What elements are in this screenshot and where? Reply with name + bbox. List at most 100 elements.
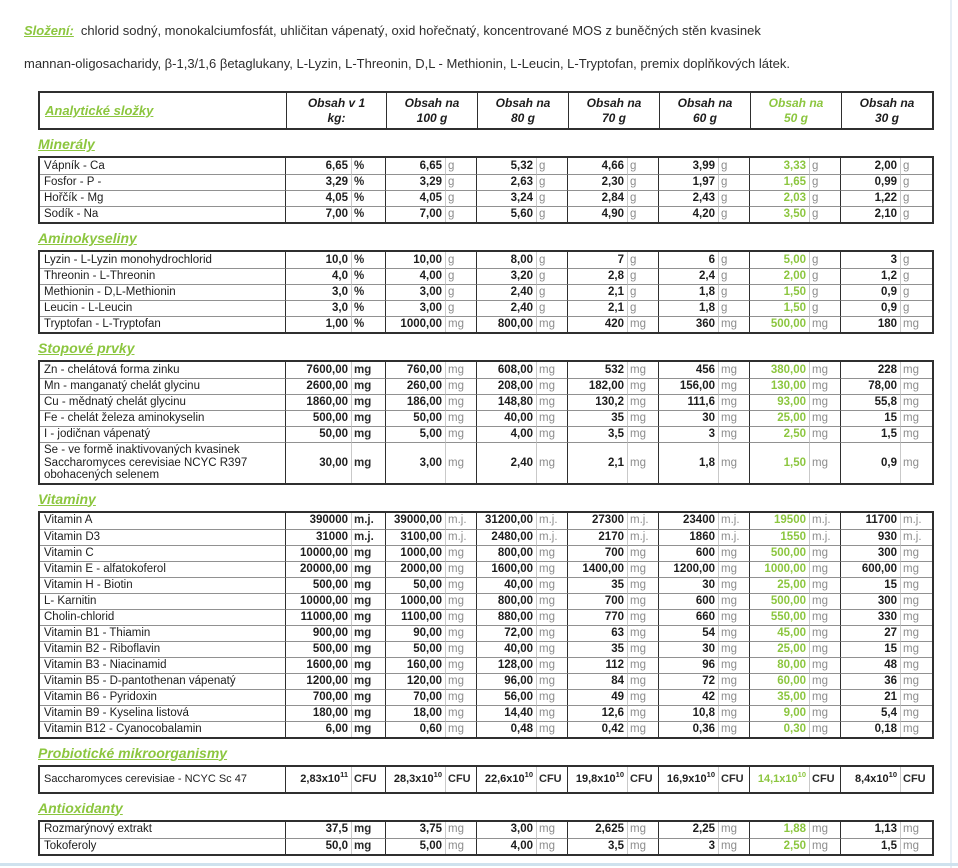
unit-cell: mg (352, 821, 386, 838)
value-cell: 6,65 (386, 158, 446, 174)
unit-cell: g (537, 206, 568, 222)
unit-cell: mg (901, 640, 932, 657)
unit-cell: mg (352, 362, 386, 378)
unit-cell: g (719, 158, 750, 174)
value-cell: 18,00 (386, 704, 446, 721)
value-cell: 1000,00 (386, 316, 446, 332)
value-cell: 50,0 (286, 837, 352, 854)
unit-cell: mg (901, 672, 932, 689)
unit-cell: g (810, 300, 841, 316)
unit-cell: mg (537, 837, 568, 854)
unit-cell: g (810, 174, 841, 190)
value-cell: 6,00 (286, 720, 352, 737)
row-label: Zn - chelátová forma zinku (40, 362, 286, 378)
unit-cell: mg (901, 656, 932, 673)
value-cell: 50,00 (386, 576, 446, 593)
unit-cell: mg (901, 720, 932, 737)
unit-cell: mg (628, 316, 659, 332)
value-cell: 4,20 (659, 206, 719, 222)
value-cell: 1000,00 (386, 544, 446, 561)
unit-cell: m.j. (628, 528, 659, 545)
unit-cell: mg (719, 821, 750, 838)
unit-cell: mg (628, 426, 659, 442)
unit-cell: CFU (719, 766, 750, 792)
section-title-probiotick-mikroorganismy: Probiotické mikroorganismy (38, 744, 228, 761)
value-cell: 700 (568, 592, 628, 609)
value-cell: 2,40 (477, 300, 537, 316)
unit-cell: mg (446, 608, 477, 625)
unit-cell: CFU (537, 766, 568, 792)
value-cell: 80,00 (750, 656, 810, 673)
value-cell: 50,00 (386, 640, 446, 657)
value-cell: 35 (568, 640, 628, 657)
unit-cell: mg (446, 837, 477, 854)
column-header-30-g: Obsah na 30 g (841, 93, 932, 128)
unit-cell: g (810, 284, 841, 300)
unit-cell: % (352, 174, 386, 190)
unit-cell: % (352, 206, 386, 222)
unit-cell: mg (901, 410, 932, 426)
row-label: Saccharomyces cerevisiae - NCYC Sc 47 (40, 766, 286, 792)
row-label: Cholin-chlorid (40, 608, 286, 625)
unit-cell: mg (901, 837, 932, 854)
unit-cell: mg (810, 442, 841, 483)
value-cell: 14,1x10 10 (750, 766, 810, 792)
row-label: Hořčík - Mg (40, 190, 286, 206)
unit-cell: mg (537, 672, 568, 689)
value-cell: 27300 (568, 512, 628, 529)
column-header-line1: Obsah na (586, 96, 642, 110)
value-cell: 1600,00 (477, 560, 537, 577)
value-cell: 6 (659, 252, 719, 268)
unit-cell: g (719, 252, 750, 268)
unit-cell: g (719, 174, 750, 190)
unit-cell: mg (810, 821, 841, 838)
composition-line-2: mannan-oligosacharidy, β-1,3/1,6 βetaglu… (24, 47, 950, 80)
unit-cell: mg (537, 656, 568, 673)
unit-cell: mg (719, 378, 750, 394)
column-header-line1: Obsah na (495, 96, 551, 110)
value-cell: 4,00 (477, 426, 537, 442)
value-cell: 3,75 (386, 821, 446, 838)
unit-cell: g (901, 206, 932, 222)
value-cell: 1,65 (750, 174, 810, 190)
value-cell: 2,4 (659, 268, 719, 284)
unit-cell: mg (352, 378, 386, 394)
composition-text-2: mannan-oligosacharidy, β-1,3/1,6 βetaglu… (24, 56, 790, 71)
unit-cell: mg (810, 576, 841, 593)
row-label: Vitamin D3 (40, 528, 286, 545)
value-cell: 160,00 (386, 656, 446, 673)
value-cell: 1,50 (750, 442, 810, 483)
value-cell: 4,00 (386, 268, 446, 284)
unit-cell: mg (719, 362, 750, 378)
unit-cell: mg (446, 316, 477, 332)
unit-cell: mg (537, 544, 568, 561)
column-header-line1: Obsah na (677, 96, 733, 110)
value-cell: 70,00 (386, 688, 446, 705)
value-cell: 10,8 (659, 704, 719, 721)
value-cell: 1200,00 (286, 672, 352, 689)
unit-cell: mg (719, 410, 750, 426)
value-cell: 1400,00 (568, 560, 628, 577)
table-header-analyticke-slozky: Analytické složky (45, 103, 154, 118)
value-cell: 6,65 (286, 158, 352, 174)
unit-cell: % (352, 158, 386, 174)
value-cell: 2,10 (841, 206, 901, 222)
unit-cell: mg (901, 560, 932, 577)
value-cell: 11000,00 (286, 608, 352, 625)
unit-cell: mg (352, 688, 386, 705)
value-cell: 2,25 (659, 821, 719, 838)
unit-cell: g (719, 206, 750, 222)
value-cell: 35 (568, 410, 628, 426)
value-cell: 45,00 (750, 624, 810, 641)
row-label: Vitamin B3 - Niacinamid (40, 656, 286, 673)
unit-cell: mg (446, 821, 477, 838)
unit-cell: g (628, 206, 659, 222)
value-cell: 3,99 (659, 158, 719, 174)
value-cell: 16,9x10 10 (659, 766, 719, 792)
unit-cell: g (719, 190, 750, 206)
value-cell: 1200,00 (659, 560, 719, 577)
unit-cell: CFU (352, 766, 386, 792)
value-cell: 5,00 (386, 837, 446, 854)
unit-cell: g (810, 252, 841, 268)
unit-cell: mg (628, 394, 659, 410)
